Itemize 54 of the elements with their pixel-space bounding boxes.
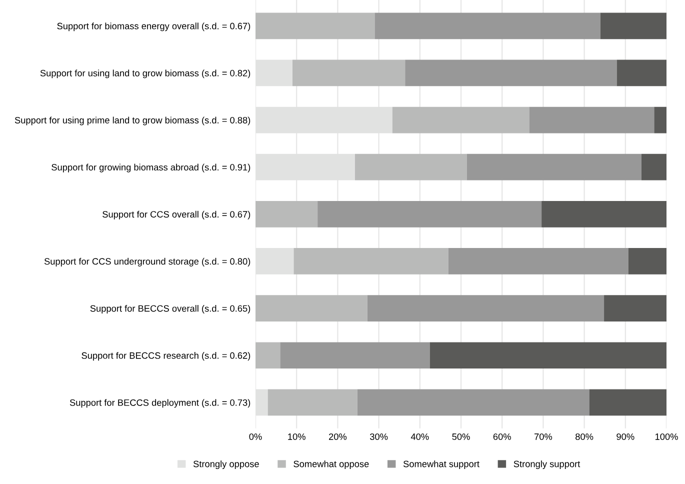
x-tick-label: 20% (328, 433, 347, 440)
y-tick-label: Support for using land to grow biomass (s.d. = 0.82) (40, 70, 250, 78)
bar (256, 389, 268, 416)
y-tick-label: Support for BECCS research (s.d. = 0.62) (82, 352, 250, 361)
bar (292, 60, 406, 86)
bar (529, 106, 654, 134)
y-tick-label: Support for BECCS deployment (s.d. = 0.73) (70, 399, 250, 408)
y-tick-label: Support for using prime land to grow biomass (s.d. = 0.88) (14, 116, 250, 126)
y-tick-label: Support for CCS overall (s.d. = 0.67) (102, 210, 250, 220)
bar (430, 342, 667, 369)
bar (604, 295, 667, 322)
y-tick-label: Support for CCS underground storage (s.d. = 0.80) (44, 258, 250, 266)
bar (405, 60, 617, 86)
bar (367, 295, 604, 322)
bar (448, 248, 628, 274)
y-tick-label: Support for growing biomass abroad (s.d. = 0.91) (52, 164, 250, 172)
bar (256, 342, 280, 369)
bar (641, 154, 667, 180)
bar (374, 12, 600, 40)
x-tick-label: 10% (288, 433, 306, 440)
bar (589, 389, 667, 416)
bar (542, 200, 667, 228)
bar (357, 389, 590, 416)
bar (294, 248, 448, 274)
bar (628, 248, 667, 274)
legend-label: Strongly oppose (193, 460, 259, 470)
bar (654, 106, 667, 134)
x-tick-label: 100% (655, 433, 678, 440)
x-tick-label: 0% (249, 433, 262, 440)
legend-label: Somewhat oppose (294, 460, 369, 470)
bar (256, 295, 368, 322)
x-tick-label: 30% (370, 433, 388, 440)
bar (256, 12, 375, 40)
bar (256, 200, 318, 228)
legend-label: Somewhat support (403, 460, 480, 470)
x-tick-label: 80% (576, 433, 594, 440)
x-tick-label: 40% (410, 433, 429, 440)
x-tick-label: 90% (616, 433, 634, 440)
bar (466, 154, 642, 180)
y-tick-label: Support for BECCS overall (s.d. = 0.65) (90, 304, 250, 314)
bar (392, 106, 530, 134)
bar (318, 200, 542, 228)
legend-label: Strongly support (514, 460, 580, 470)
y-tick-label: Support for biomass energy overall (s.d. = 0.67) (57, 22, 250, 32)
x-tick-label: 50% (452, 433, 470, 440)
bar (280, 342, 430, 369)
x-tick-label: 60% (493, 433, 511, 440)
bar (268, 389, 358, 416)
x-tick-label: 70% (534, 433, 552, 440)
bar (616, 60, 667, 86)
bar (600, 12, 667, 40)
bar (256, 60, 292, 86)
bar (354, 154, 467, 180)
bar (256, 248, 294, 274)
